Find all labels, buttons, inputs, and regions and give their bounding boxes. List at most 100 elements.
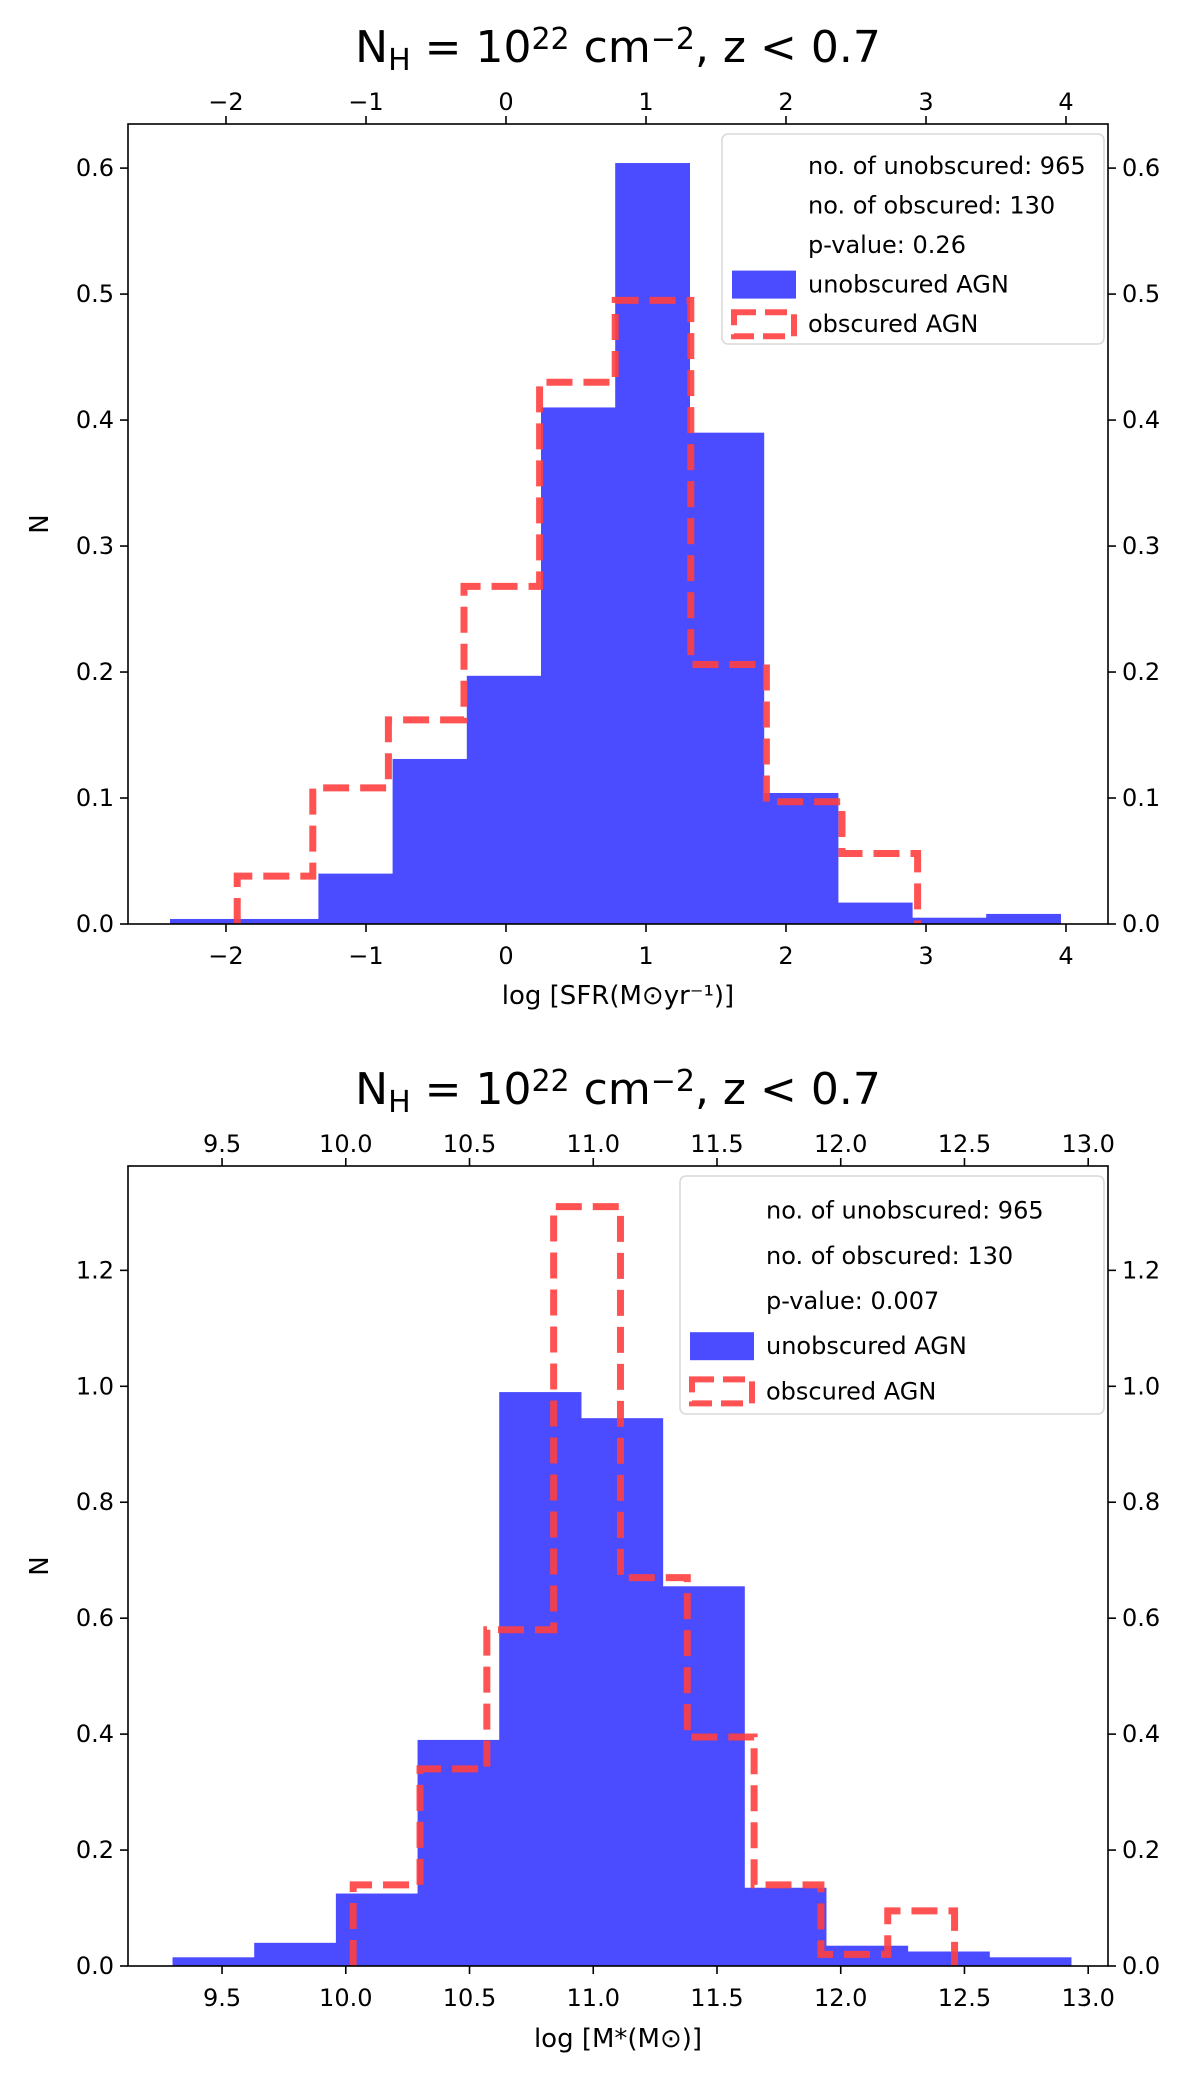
y-tick-label-left: 0.4 <box>76 1720 114 1748</box>
legend-info-3: p-value: 0.26 <box>808 231 966 259</box>
legend-label-unobscured: unobscured AGN <box>808 271 1009 299</box>
bar-unobscured-10 <box>837 902 913 924</box>
x-tick-label-top: 3 <box>918 88 933 116</box>
legend-label-obscured: obscured AGN <box>808 310 978 338</box>
x-tick-label-bottom: 0 <box>498 942 513 970</box>
bar-unobscured-10 <box>907 1951 990 1966</box>
legend-box <box>721 133 1105 345</box>
x-tick-label-top: 12.5 <box>938 1130 991 1158</box>
x-tick-label-top: 11.5 <box>690 1130 743 1158</box>
legend-label-unobscured: unobscured AGN <box>766 1332 967 1360</box>
legend-info-2: no. of obscured: 130 <box>808 191 1055 219</box>
y-tick-label-right: 1.0 <box>1122 1372 1160 1400</box>
x-tick-label-bottom: 13.0 <box>1061 1984 1114 2012</box>
x-tick-label-bottom: 9.5 <box>203 1984 241 2012</box>
y-tick-label-right: 0.2 <box>1122 1836 1160 1864</box>
x-tick-label-top: 11.0 <box>567 1130 620 1158</box>
bar-unobscured-1 <box>170 918 245 924</box>
y-tick-label-right: 0.6 <box>1122 1604 1160 1632</box>
bar-unobscured-6 <box>541 407 616 924</box>
legend-patch-obscured <box>689 1376 755 1407</box>
y-tick-label-left: 0.8 <box>76 1488 114 1516</box>
bar-unobscured-7 <box>662 1586 745 1966</box>
y-tick-label-right: 0.3 <box>1122 532 1160 560</box>
x-tick-label-bottom: −1 <box>348 942 383 970</box>
bar-unobscured-8 <box>744 1887 827 1966</box>
x-tick-label-top: −2 <box>208 88 243 116</box>
x-tick-label-top: 12.0 <box>814 1130 867 1158</box>
legend: no. of unobscured: 965 no. of obscured: 1… <box>721 133 1105 345</box>
bar-unobscured-5 <box>499 1392 582 1966</box>
y-tick-label-left: 0.4 <box>76 406 114 434</box>
bar-unobscured-8 <box>689 432 765 924</box>
x-tick-label-bottom: 2 <box>778 942 793 970</box>
x-axis-label: log [M*(M⊙)] <box>534 2024 702 2054</box>
y-tick-label-left: 0.1 <box>76 784 114 812</box>
y-axis-label: N <box>25 1556 55 1575</box>
legend-patch-obscured <box>731 309 797 340</box>
y-tick-label-right: 1.2 <box>1122 1256 1160 1284</box>
bar-unobscured-3 <box>318 873 394 924</box>
y-tick-label-right: 0.0 <box>1122 910 1160 938</box>
y-tick-label-left: 0.3 <box>76 532 114 560</box>
legend: no. of unobscured: 965 no. of obscured: 1… <box>679 1175 1105 1415</box>
bar-unobscured-7 <box>615 163 690 924</box>
bar-unobscured-2 <box>254 1942 337 1966</box>
y-tick-label-left: 0.2 <box>76 658 114 686</box>
x-tick-label-top: 0 <box>498 88 513 116</box>
y-tick-label-right: 0.2 <box>1122 658 1160 686</box>
chart-title: NH = 1022 cm−2, z < 0.7 <box>355 1064 881 1120</box>
bar-unobscured-12 <box>986 913 1061 924</box>
legend-info-1: no. of unobscured: 965 <box>766 1197 1044 1225</box>
y-tick-label-left: 1.0 <box>76 1372 114 1400</box>
y-tick-label-right: 0.4 <box>1122 406 1160 434</box>
bar-unobscured-9 <box>763 792 839 924</box>
x-tick-label-bottom: 10.0 <box>319 1984 372 2012</box>
y-tick-label-left: 0.5 <box>76 280 114 308</box>
x-tick-label-top: 13.0 <box>1061 1130 1114 1158</box>
bar-unobscured-1 <box>172 1957 255 1966</box>
bar-unobscured-4 <box>417 1739 500 1966</box>
y-axis-label: N <box>25 514 55 533</box>
legend-info-1: no. of unobscured: 965 <box>808 152 1086 180</box>
x-tick-label-top: 2 <box>778 88 793 116</box>
y-tick-label-right: 0.6 <box>1122 154 1160 182</box>
bar-unobscured-11 <box>912 917 987 924</box>
y-tick-label-right: 0.8 <box>1122 1488 1160 1516</box>
y-tick-label-left: 1.2 <box>76 1256 114 1284</box>
bar-unobscured-5 <box>466 675 542 924</box>
bar-unobscured-2 <box>244 918 319 924</box>
y-tick-label-left: 0.0 <box>76 910 114 938</box>
legend-box <box>679 1175 1105 1415</box>
chart-panel-1: −2 −2 −1 −1 0 0 1 1 2 2 3 3 4 4 0.0 0.0 0.1 0.1 0.2 0.2 0.3 0… <box>25 22 1160 1012</box>
x-tick-label-bottom: 12.5 <box>938 1984 991 2012</box>
x-tick-label-top: 1 <box>638 88 653 116</box>
y-tick-label-right: 0.5 <box>1122 280 1160 308</box>
y-tick-label-right: 0.4 <box>1122 1720 1160 1748</box>
x-tick-label-top: 10.5 <box>443 1130 496 1158</box>
y-tick-label-left: 0.6 <box>76 154 114 182</box>
x-tick-label-bottom: 11.5 <box>690 1984 743 2012</box>
axes-frame <box>127 123 1109 925</box>
chart-panel-2: 9.5 9.5 10.0 10.0 10.5 10.5 11.0 11.0 11.5 11.5 12… <box>25 1064 1160 2055</box>
x-tick-label-bottom: 12.0 <box>814 1984 867 2012</box>
bar-unobscured-3 <box>335 1893 419 1966</box>
y-tick-label-right: 0.1 <box>1122 784 1160 812</box>
axes-frame <box>127 1165 1109 1967</box>
legend-patch-unobscured <box>690 1332 754 1361</box>
x-tick-label-top: 4 <box>1058 88 1073 116</box>
y-tick-label-right: 0.0 <box>1122 1952 1160 1980</box>
legend-info-3: p-value: 0.007 <box>766 1287 939 1315</box>
x-tick-label-top: 10.0 <box>319 1130 372 1158</box>
y-tick-label-left: 0.6 <box>76 1604 114 1632</box>
y-tick-label-left: 0.0 <box>76 1952 114 1980</box>
x-tick-label-top: 9.5 <box>203 1130 241 1158</box>
legend-label-obscured: obscured AGN <box>766 1377 936 1405</box>
x-tick-label-bottom: 4 <box>1058 942 1073 970</box>
x-tick-label-top: −1 <box>348 88 383 116</box>
legend-patch-unobscured <box>732 270 796 299</box>
x-tick-label-bottom: 10.5 <box>443 1984 496 2012</box>
bar-unobscured-11 <box>989 1957 1072 1966</box>
x-tick-label-bottom: −2 <box>208 942 243 970</box>
